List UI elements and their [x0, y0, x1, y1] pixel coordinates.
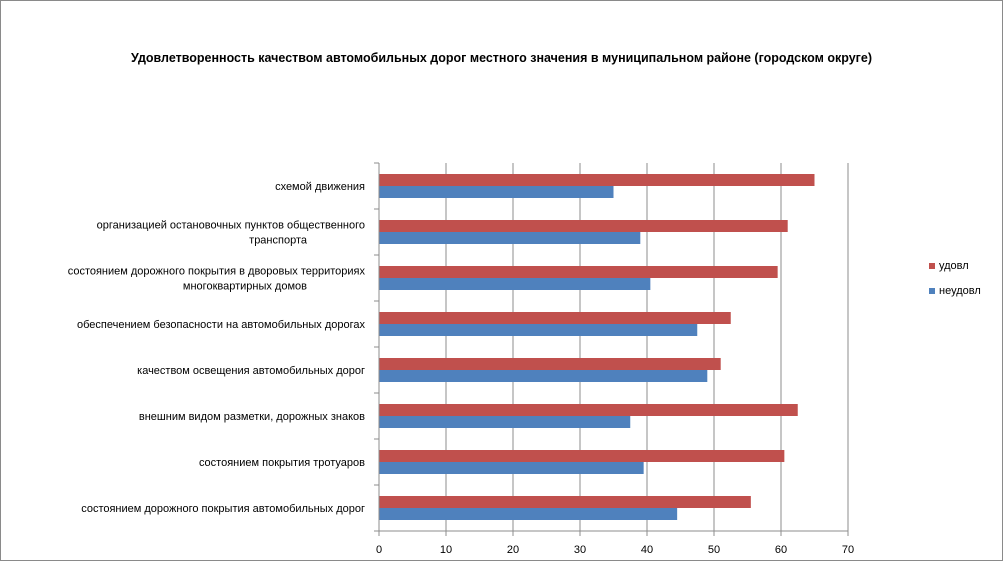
bar-udovl — [379, 496, 751, 508]
category-label: состоянием покрытия тротуаров — [199, 457, 365, 469]
bar-neudovl — [379, 370, 708, 382]
legend: удовл неудовл — [929, 260, 981, 297]
legend-label: удовл — [939, 260, 969, 272]
category-label: качеством освещения автомобильных дорог — [137, 365, 365, 377]
category-label: обеспечением безопасности на автомобильн… — [77, 319, 365, 331]
x-tick-label: 50 — [708, 544, 720, 556]
legend-swatch — [929, 288, 935, 294]
bar-udovl — [379, 174, 815, 186]
bar-neudovl — [379, 186, 614, 198]
legend-label: неудовл — [939, 285, 981, 297]
bar-udovl — [379, 404, 798, 416]
category-labels: схемой движения организацией остановочных… — [68, 181, 366, 515]
category-label: схемой движения — [275, 181, 365, 193]
category-label: состоянием дорожного покрытия в дворовых… — [68, 266, 366, 278]
bar-neudovl — [379, 324, 698, 336]
tick-labels: 0 10 20 30 40 50 60 70 — [376, 544, 854, 556]
legend-swatch — [929, 263, 935, 269]
bar-neudovl — [379, 232, 641, 244]
bar-udovl — [379, 358, 721, 370]
x-tick-label: 10 — [440, 544, 452, 556]
bar-udovl — [379, 266, 778, 278]
category-label: внешним видом разметки, дорожных знаков — [139, 411, 365, 423]
x-tick-label: 20 — [507, 544, 519, 556]
bars — [379, 174, 815, 520]
bar-neudovl — [379, 416, 631, 428]
category-label: многоквартирных домов — [183, 281, 307, 293]
gridlines — [445, 163, 849, 531]
bar-neudovl — [379, 278, 651, 290]
bar-udovl — [379, 450, 785, 462]
x-tick-label: 0 — [376, 544, 382, 556]
category-label: организацией остановочных пунктов общест… — [97, 220, 365, 232]
x-tick-label: 60 — [775, 544, 787, 556]
category-label: состоянием дорожного покрытия автомобиль… — [81, 503, 365, 515]
x-tick-label: 40 — [641, 544, 653, 556]
x-tick-label: 30 — [574, 544, 586, 556]
chart-title: Удовлетворенность качеством автомобильны… — [130, 51, 873, 65]
bar-neudovl — [379, 508, 678, 520]
category-label: транспорта — [249, 235, 308, 247]
bar-neudovl — [379, 462, 644, 474]
axes — [374, 162, 849, 536]
bar-udovl — [379, 220, 788, 232]
bar-udovl — [379, 312, 731, 324]
x-tick-label: 70 — [842, 544, 854, 556]
